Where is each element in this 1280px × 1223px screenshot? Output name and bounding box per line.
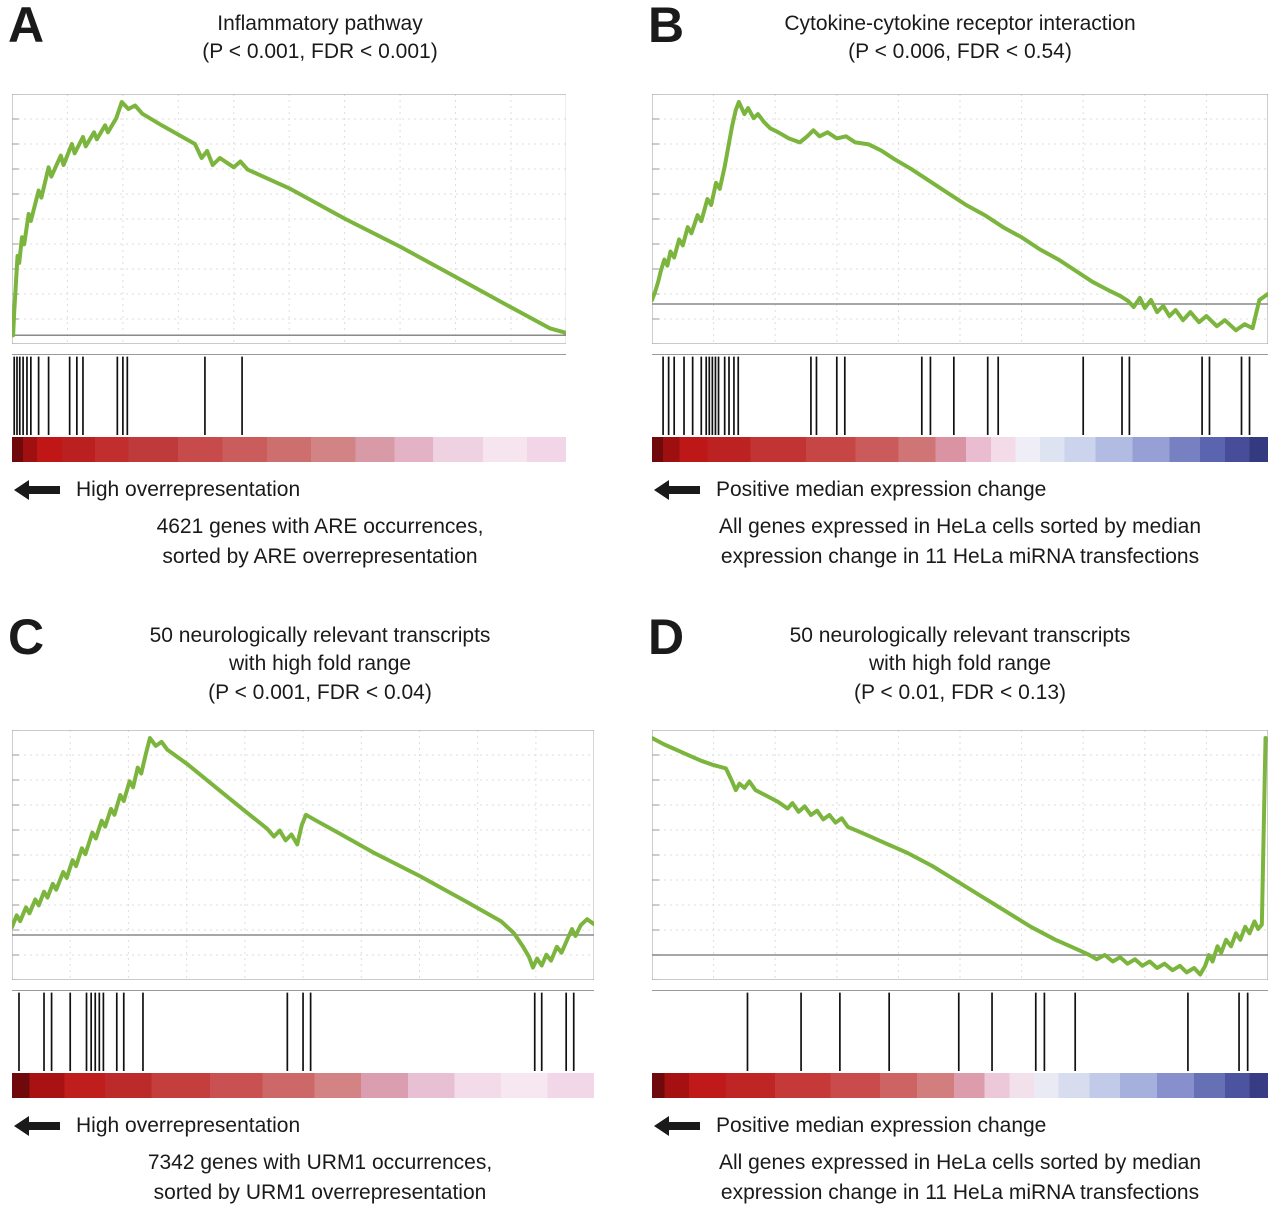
ranking-gradient-bar bbox=[12, 1073, 595, 1098]
left-arrow-icon bbox=[654, 1115, 700, 1137]
ranking-gradient-bar bbox=[652, 437, 1268, 462]
panel-b-header: B Cytokine-cytokine receptor interaction… bbox=[648, 0, 1268, 94]
ranking-gradient-bar bbox=[12, 437, 567, 462]
panel-b-caption: All genes expressed in HeLa cells sorted… bbox=[718, 515, 1202, 569]
arrow-label: Positive median expression change bbox=[716, 478, 1047, 501]
left-arrow-icon bbox=[14, 1115, 60, 1137]
panel-a-header: A Inflammatory pathway (P < 0.001, FDR < … bbox=[8, 0, 628, 94]
panel-a-title: Inflammatory pathway (P < 0.001, FDR < 0.… bbox=[202, 12, 438, 64]
arrow-label: High overrepresentation bbox=[76, 1114, 301, 1137]
panel-a-arrow-row: High overrepresentation bbox=[12, 478, 628, 502]
ranking-gradient-bar bbox=[652, 1073, 1268, 1098]
gene-hit-barcode bbox=[12, 354, 567, 435]
panel-d: D 50 neurologically relevant transcripts… bbox=[640, 609, 1280, 1223]
panel-a-caption: 4621 genes with ARE occurrences, sorted b… bbox=[156, 515, 484, 569]
panel-d-plot-column bbox=[652, 730, 1268, 1098]
panel-b-title: Cytokine-cytokine receptor interaction (P… bbox=[784, 12, 1136, 64]
panel-d-header: D 50 neurologically relevant transcripts… bbox=[648, 609, 1268, 730]
enrichment-score-plot bbox=[12, 94, 566, 344]
enrichment-score-plot bbox=[652, 730, 1268, 980]
gene-hit-barcode bbox=[652, 354, 1268, 435]
arrow-label: High overrepresentation bbox=[76, 478, 301, 501]
left-arrow-icon bbox=[654, 479, 700, 501]
panel-letter-b: B bbox=[648, 0, 685, 53]
enrichment-score-plot bbox=[12, 730, 594, 980]
left-arrow-icon bbox=[14, 479, 60, 501]
panel-c-caption: 7342 genes with URM1 occurrences, sorted … bbox=[147, 1151, 493, 1205]
panel-letter-c: C bbox=[8, 609, 45, 665]
panel-letter-a: A bbox=[8, 0, 45, 53]
panel-c-plot-column bbox=[12, 730, 595, 1098]
panel-b: B Cytokine-cytokine receptor interaction… bbox=[640, 0, 1280, 612]
gene-hit-barcode bbox=[12, 990, 595, 1071]
panel-c: C 50 neurologically relevant transcripts… bbox=[0, 609, 640, 1223]
enrichment-score-plot bbox=[652, 94, 1268, 344]
panel-b-arrow-row: Positive median expression change bbox=[652, 478, 1268, 502]
panel-a: A Inflammatory pathway (P < 0.001, FDR < … bbox=[0, 0, 640, 612]
panel-a-plot-column bbox=[12, 94, 567, 462]
panel-d-arrow-row: Positive median expression change bbox=[652, 1114, 1268, 1138]
gene-hit-barcode bbox=[652, 990, 1268, 1071]
panel-d-caption: All genes expressed in HeLa cells sorted… bbox=[718, 1151, 1202, 1205]
panel-letter-d: D bbox=[648, 609, 685, 665]
panel-c-header: C 50 neurologically relevant transcripts… bbox=[8, 609, 628, 730]
panel-c-title: 50 neurologically relevant transcripts wi… bbox=[149, 624, 491, 704]
panel-b-plot-column bbox=[652, 94, 1268, 462]
panel-c-arrow-row: High overrepresentation bbox=[12, 1114, 628, 1138]
arrow-label: Positive median expression change bbox=[716, 1114, 1047, 1137]
panel-d-title: 50 neurologically relevant transcripts wi… bbox=[789, 624, 1131, 704]
